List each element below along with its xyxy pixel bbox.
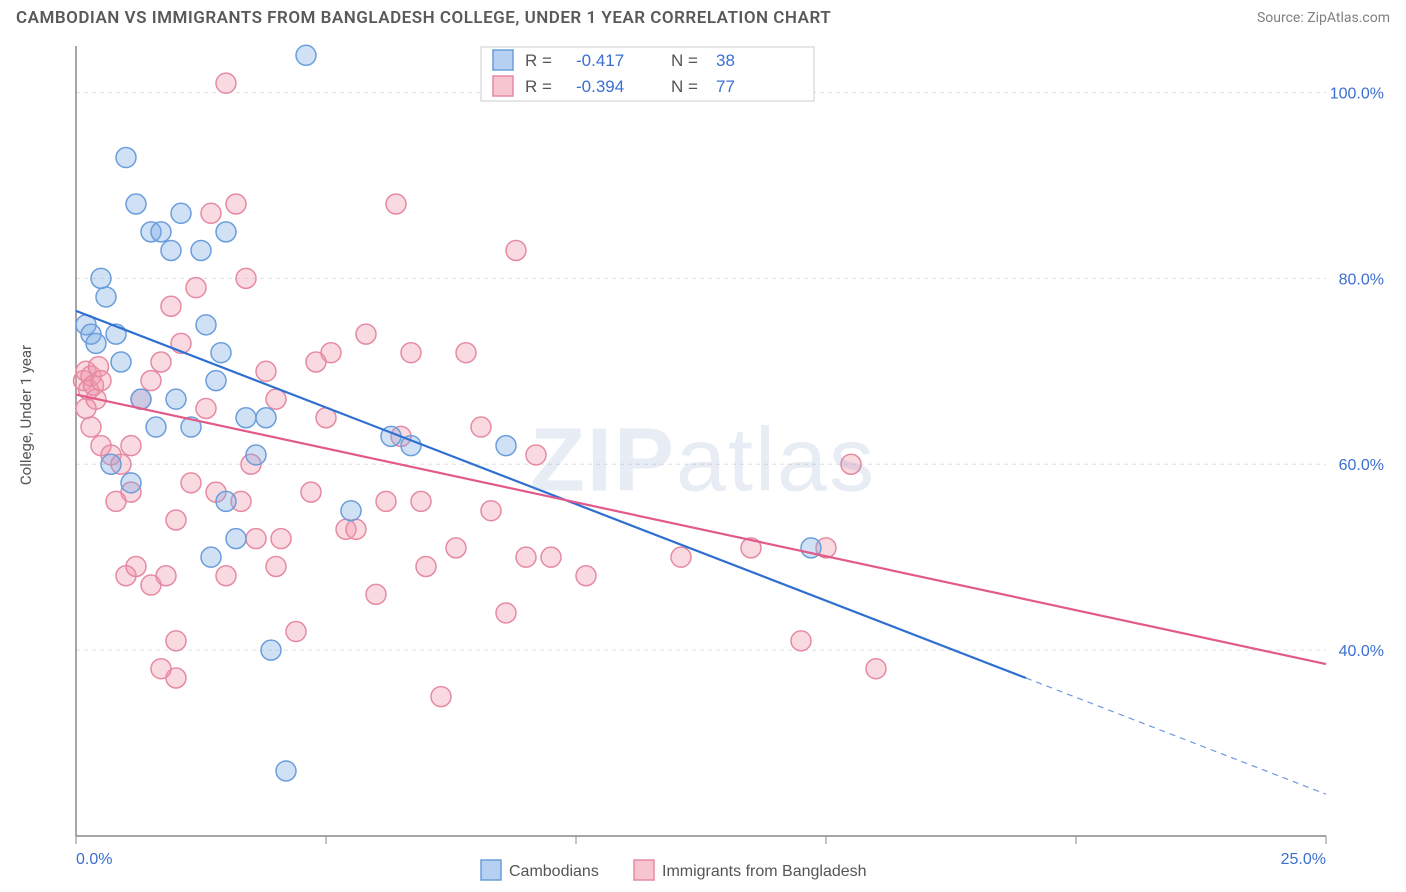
source-attribution: Source: ZipAtlas.com bbox=[1257, 10, 1390, 26]
svg-text:0.0%: 0.0% bbox=[76, 851, 112, 868]
svg-text:40.0%: 40.0% bbox=[1339, 643, 1384, 660]
svg-text:77: 77 bbox=[716, 77, 735, 96]
header: CAMBODIAN VS IMMIGRANTS FROM BANGLADESH … bbox=[0, 0, 1406, 32]
svg-text:38: 38 bbox=[716, 51, 735, 70]
y-axis-label: College, Under 1 year bbox=[17, 345, 35, 485]
svg-text:N =: N = bbox=[671, 77, 698, 96]
chart-title: CAMBODIAN VS IMMIGRANTS FROM BANGLADESH … bbox=[16, 8, 831, 28]
svg-text:Cambodians: Cambodians bbox=[509, 863, 599, 880]
svg-text:N =: N = bbox=[671, 51, 698, 70]
svg-text:R =: R = bbox=[525, 77, 552, 96]
chart-container: College, Under 1 year 40.0% 60.0% 80.0% 100… bbox=[16, 36, 1390, 886]
svg-text:Immigrants from Bangladesh: Immigrants from Bangladesh bbox=[662, 863, 867, 880]
scatter-chart: 40.0% 60.0% 80.0% 100.0% 0.0% 25.0% R = -0.417 N… bbox=[16, 36, 1390, 886]
svg-text:25.0%: 25.0% bbox=[1281, 851, 1326, 868]
svg-text:80.0%: 80.0% bbox=[1339, 271, 1384, 288]
svg-text:100.0%: 100.0% bbox=[1330, 85, 1384, 102]
svg-text:-0.417: -0.417 bbox=[576, 51, 624, 70]
svg-text:R =: R = bbox=[525, 51, 552, 70]
svg-text:-0.394: -0.394 bbox=[576, 77, 624, 96]
svg-text:60.0%: 60.0% bbox=[1339, 457, 1384, 474]
